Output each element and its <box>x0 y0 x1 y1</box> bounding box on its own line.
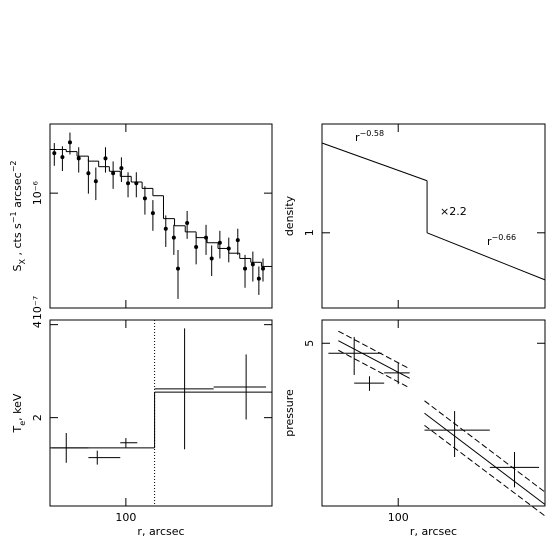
y-tick-label: 10⁻⁷ <box>31 296 44 320</box>
fit-line <box>338 340 410 379</box>
data-point <box>86 171 91 176</box>
y-axis-label-part: density <box>283 195 296 236</box>
data-point <box>250 262 255 267</box>
plot-frame <box>321 123 546 309</box>
data-point <box>260 266 265 271</box>
annotation-text: ×2.2 <box>440 205 467 218</box>
y-tick-label: 10⁻⁶ <box>31 180 44 205</box>
y-tick-label: 2 <box>31 414 44 421</box>
fit-band <box>424 400 546 493</box>
model-line <box>426 232 546 281</box>
y-axis-label: SX , cts s−1 arcsec−2 <box>9 161 27 272</box>
y-axis-label-part: e <box>18 421 27 426</box>
annotation-exponent: −0.58 <box>360 129 385 138</box>
data-point <box>111 171 116 176</box>
y-axis-label-part: T <box>11 425 24 433</box>
data-point <box>171 235 176 240</box>
model-line <box>321 142 428 182</box>
y-axis-label-part: , keV <box>11 393 24 421</box>
y-axis-label: Te, keV <box>11 393 27 433</box>
annotation-text: r <box>355 131 360 144</box>
data-point <box>60 155 65 160</box>
plot-frame <box>49 319 273 507</box>
data-point <box>209 256 214 261</box>
data-point <box>134 181 139 186</box>
annotation: ×2.2 <box>440 205 467 218</box>
y-axis-label-part: X <box>18 259 27 265</box>
data-point <box>93 179 98 184</box>
data-point <box>185 220 190 225</box>
y-axis-label-part: S <box>11 265 24 272</box>
x-tick-label: 100 <box>388 511 409 524</box>
data-point <box>126 181 131 186</box>
y-axis-label: pressure <box>283 389 296 437</box>
x-tick-label: 100 <box>115 511 136 524</box>
data-point <box>142 196 147 201</box>
fit-band <box>338 349 410 389</box>
data-point <box>204 235 209 240</box>
data-point <box>243 266 248 271</box>
data-point <box>217 240 222 245</box>
data-point <box>52 151 57 156</box>
data-point <box>226 246 231 251</box>
annotation-text: r <box>487 235 492 248</box>
data-point <box>119 166 124 171</box>
data-point <box>67 140 72 145</box>
fit-band <box>338 330 410 370</box>
x-axis-label: r, arcsec <box>410 525 457 538</box>
y-tick-label: 5 <box>303 340 316 347</box>
y-tick-label: 4 <box>31 321 44 328</box>
y-axis-label-part: , cts s <box>11 223 24 259</box>
y-tick-label: 1 <box>303 229 316 236</box>
annotation: r−0.66 <box>487 233 516 248</box>
data-point <box>163 226 168 231</box>
fit-band <box>424 424 546 517</box>
y-axis-label-part: −1 <box>9 211 18 223</box>
data-point <box>76 156 81 161</box>
data-point <box>235 238 240 243</box>
y-axis-label-part: arcsec <box>11 172 24 211</box>
y-axis-label: density <box>283 195 296 236</box>
y-axis-label-part: −2 <box>9 161 18 173</box>
plot-frame <box>49 123 273 309</box>
data-point <box>150 211 155 216</box>
data-point <box>103 156 108 161</box>
data-point <box>256 276 261 281</box>
data-point <box>194 244 199 249</box>
annotation-exponent: −0.66 <box>492 233 517 242</box>
y-axis-label-part: pressure <box>283 389 296 437</box>
data-point <box>175 266 180 271</box>
plot-frame <box>321 319 546 507</box>
fit-line <box>424 412 546 505</box>
x-axis-label: r, arcsec <box>137 525 184 538</box>
annotation: r−0.58 <box>355 129 384 144</box>
